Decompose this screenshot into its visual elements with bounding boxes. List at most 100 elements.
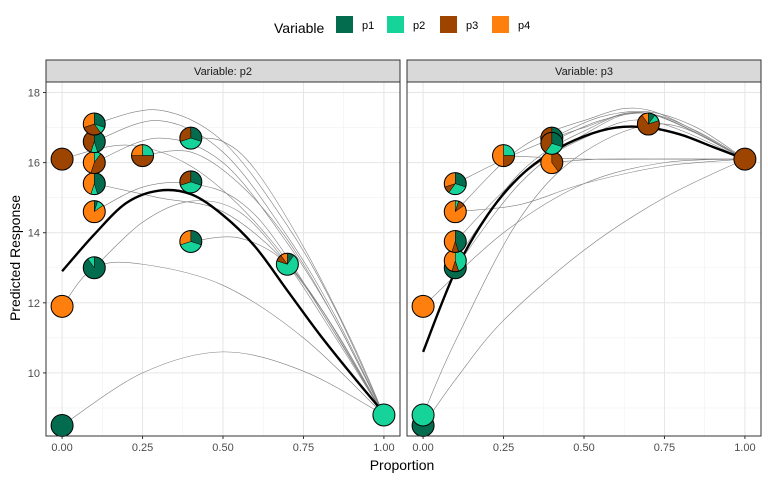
pie-point — [50, 294, 74, 318]
pie-slice-p1 — [51, 414, 74, 437]
x-tick-label: 0.50 — [573, 442, 594, 454]
y-tick-label: 10 — [28, 368, 40, 380]
effect-curve — [422, 123, 746, 416]
panel-2: Variable: p3 0.00 0.25 0.50 0.75 1.00 — [406, 59, 762, 454]
pie-point — [443, 172, 467, 196]
pie-point — [50, 413, 74, 437]
pie-outline — [372, 403, 396, 427]
pie-point — [492, 144, 516, 168]
effect-curve — [94, 200, 385, 416]
pie-outline — [131, 144, 155, 168]
pie-outline — [443, 172, 467, 196]
pie-outline — [636, 112, 660, 136]
pie-point — [372, 403, 396, 427]
average-effect-curve — [421, 125, 746, 353]
pie-outline — [411, 403, 435, 427]
pie-slice-p3 — [733, 148, 756, 171]
pie-point — [82, 172, 106, 196]
effect-curve — [455, 158, 745, 212]
y-tick-label: 18 — [28, 88, 40, 100]
legend-items: p1 p2 p3 p4 — [336, 16, 530, 33]
effect-curve — [62, 144, 385, 416]
pie-point — [82, 151, 106, 175]
pie-outline — [50, 294, 74, 318]
y-tick-label: 12 — [28, 298, 40, 310]
pie-outline — [50, 147, 74, 171]
legend: Variable p1 p2 p3 p4 — [274, 16, 530, 36]
pie-outline — [179, 126, 203, 150]
y-axis-title: Predicted Response — [7, 195, 23, 321]
pie-point — [443, 249, 467, 273]
pie-point — [50, 147, 74, 171]
pie-outline — [179, 170, 203, 194]
pie-outline — [733, 147, 757, 171]
average-effect-curve — [61, 188, 385, 414]
pie-point — [179, 170, 203, 194]
legend-label-p2: p2 — [413, 20, 425, 32]
pie-point — [540, 151, 564, 175]
legend-label-p1: p1 — [362, 20, 374, 32]
x-tick-label: 0.00 — [51, 442, 72, 454]
facet-panels: Variable: p2 0.00 0.25 0.50 0.75 1.00 10 12 14 16… — [28, 59, 762, 454]
x-tick-label: 0.75 — [293, 442, 314, 454]
pie-point — [443, 200, 467, 224]
x-tick-label: 0.25 — [493, 442, 514, 454]
x-tick-label: 0.75 — [654, 442, 675, 454]
pie-point — [733, 147, 757, 171]
pie-outline — [82, 200, 106, 224]
pie-point — [411, 403, 435, 427]
effect-curve — [455, 119, 746, 242]
legend-key-p3 — [440, 16, 457, 33]
effect-curve — [94, 120, 385, 416]
pie-slice-p4 — [51, 295, 74, 318]
x-axis-title: Proportion — [370, 457, 435, 473]
facet-strip-label: Variable: p3 — [555, 66, 613, 78]
pie-slice-p3 — [51, 148, 74, 171]
pie-point — [540, 131, 564, 155]
pie-point — [82, 200, 106, 224]
legend-key-p1 — [336, 16, 353, 33]
panel-1: Variable: p2 0.00 0.25 0.50 0.75 1.00 10 12 14 16… — [28, 59, 401, 454]
effect-curve — [94, 182, 385, 416]
x-tick-label: 1.00 — [373, 442, 394, 454]
legend-title: Variable — [274, 20, 325, 36]
pie-point — [443, 229, 467, 253]
pie-slice-p2 — [372, 403, 395, 426]
legend-key-p4 — [492, 16, 509, 33]
pie-outline — [411, 294, 435, 318]
facet-strip-label: Variable: p2 — [194, 66, 252, 78]
effect-curve — [551, 110, 746, 160]
pie-point — [131, 144, 155, 168]
pie-outline — [275, 252, 299, 276]
pie-outline — [82, 112, 106, 136]
pie-outline — [82, 256, 106, 280]
x-tick-label: 1.00 — [734, 442, 755, 454]
y-tick-label: 16 — [28, 158, 40, 170]
y-tick-label: 14 — [28, 228, 40, 240]
effect-curve — [422, 158, 746, 426]
effect-curve — [94, 109, 385, 416]
pie-outline — [492, 144, 516, 168]
pie-slice-p4 — [412, 295, 435, 318]
x-tick-label: 0.50 — [212, 442, 233, 454]
pie-point — [636, 112, 660, 136]
pie-point — [275, 252, 299, 276]
x-tick-label: 0.00 — [412, 442, 433, 454]
effect-curve — [61, 351, 385, 426]
effect-curve — [142, 150, 385, 416]
effect-curve — [94, 183, 385, 416]
pie-slice-p2 — [412, 403, 435, 426]
pie-point — [179, 126, 203, 150]
pie-outline — [443, 229, 467, 253]
legend-key-p2 — [387, 16, 404, 33]
legend-label-p4: p4 — [518, 20, 530, 32]
pie-point — [179, 229, 203, 253]
pie-point — [411, 294, 435, 318]
effect-curve — [551, 158, 745, 163]
pie-outline — [443, 200, 467, 224]
legend-label-p3: p3 — [466, 20, 478, 32]
pie-point — [82, 112, 106, 136]
pie-point — [82, 256, 106, 280]
pie-outline — [540, 131, 564, 155]
